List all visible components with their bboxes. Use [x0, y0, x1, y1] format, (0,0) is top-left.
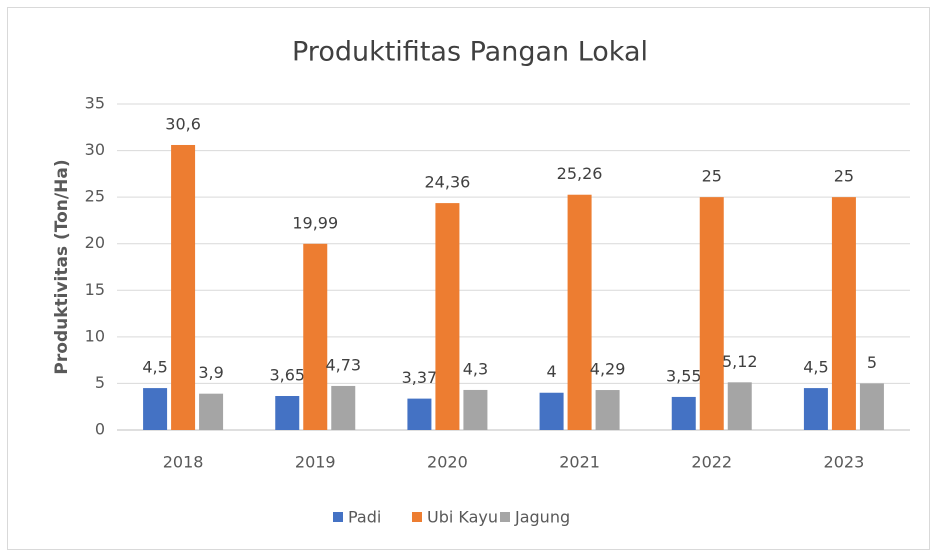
- bar: [331, 385, 356, 430]
- chart-title: Produktifitas Pangan Lokal: [292, 37, 648, 68]
- chart-border: [7, 7, 930, 550]
- legend-swatch: [412, 512, 422, 522]
- y-tick-label: 10: [85, 326, 105, 345]
- legend-label: Padi: [348, 508, 381, 527]
- x-tick-label: 2023: [824, 453, 865, 472]
- bar: [171, 144, 196, 431]
- bar: [567, 194, 592, 430]
- value-label: 30,6: [165, 114, 201, 133]
- value-label: 4,5: [803, 358, 828, 377]
- value-label: 3,37: [402, 368, 438, 387]
- value-label: 5,12: [722, 352, 758, 371]
- bar: [831, 197, 856, 430]
- value-label: 25,26: [557, 164, 603, 183]
- value-label: 5: [867, 353, 877, 372]
- y-tick-label: 0: [95, 420, 105, 439]
- bar: [671, 396, 696, 430]
- bar: [803, 388, 828, 430]
- value-label: 3,55: [666, 366, 702, 385]
- bar: [859, 383, 884, 430]
- value-label: 25: [834, 167, 854, 186]
- value-label: 3,65: [269, 366, 305, 385]
- value-label: 4,5: [142, 358, 167, 377]
- x-tick-label: 2018: [163, 453, 204, 472]
- value-label: 19,99: [292, 213, 338, 232]
- x-tick-label: 2022: [691, 453, 732, 472]
- value-label: 25: [702, 167, 722, 186]
- bar: [539, 392, 564, 430]
- value-label: 4,73: [325, 355, 361, 374]
- x-tick-label: 2019: [295, 453, 336, 472]
- bar: [407, 398, 432, 430]
- bar: [435, 203, 460, 430]
- y-tick-label: 35: [85, 94, 105, 113]
- x-tick-label: 2021: [559, 453, 600, 472]
- y-tick-label: 15: [85, 280, 105, 299]
- legend-swatch: [333, 512, 343, 522]
- y-tick-label: 25: [85, 187, 105, 206]
- y-axis-label: Produktivitas (Ton/Ha): [52, 159, 72, 374]
- bar: [143, 388, 168, 430]
- bar: [727, 382, 752, 430]
- bar: [303, 243, 328, 430]
- value-label: 4: [546, 362, 556, 381]
- value-label: 4,29: [590, 360, 626, 379]
- bar: [463, 389, 488, 430]
- bar: [699, 197, 724, 430]
- x-tick-label: 2020: [427, 453, 468, 472]
- y-tick-label: 20: [85, 233, 105, 252]
- bar: [595, 390, 620, 430]
- y-tick-label: 5: [95, 373, 105, 392]
- value-label: 24,36: [425, 173, 471, 192]
- legend-label: Ubi Kayu: [427, 508, 498, 527]
- value-label: 4,3: [463, 359, 488, 378]
- legend-label: Jagung: [514, 508, 570, 527]
- bar: [199, 393, 224, 430]
- value-label: 3,9: [198, 363, 223, 382]
- legend-swatch: [500, 512, 510, 522]
- bar: [275, 396, 300, 430]
- y-tick-label: 30: [85, 140, 105, 159]
